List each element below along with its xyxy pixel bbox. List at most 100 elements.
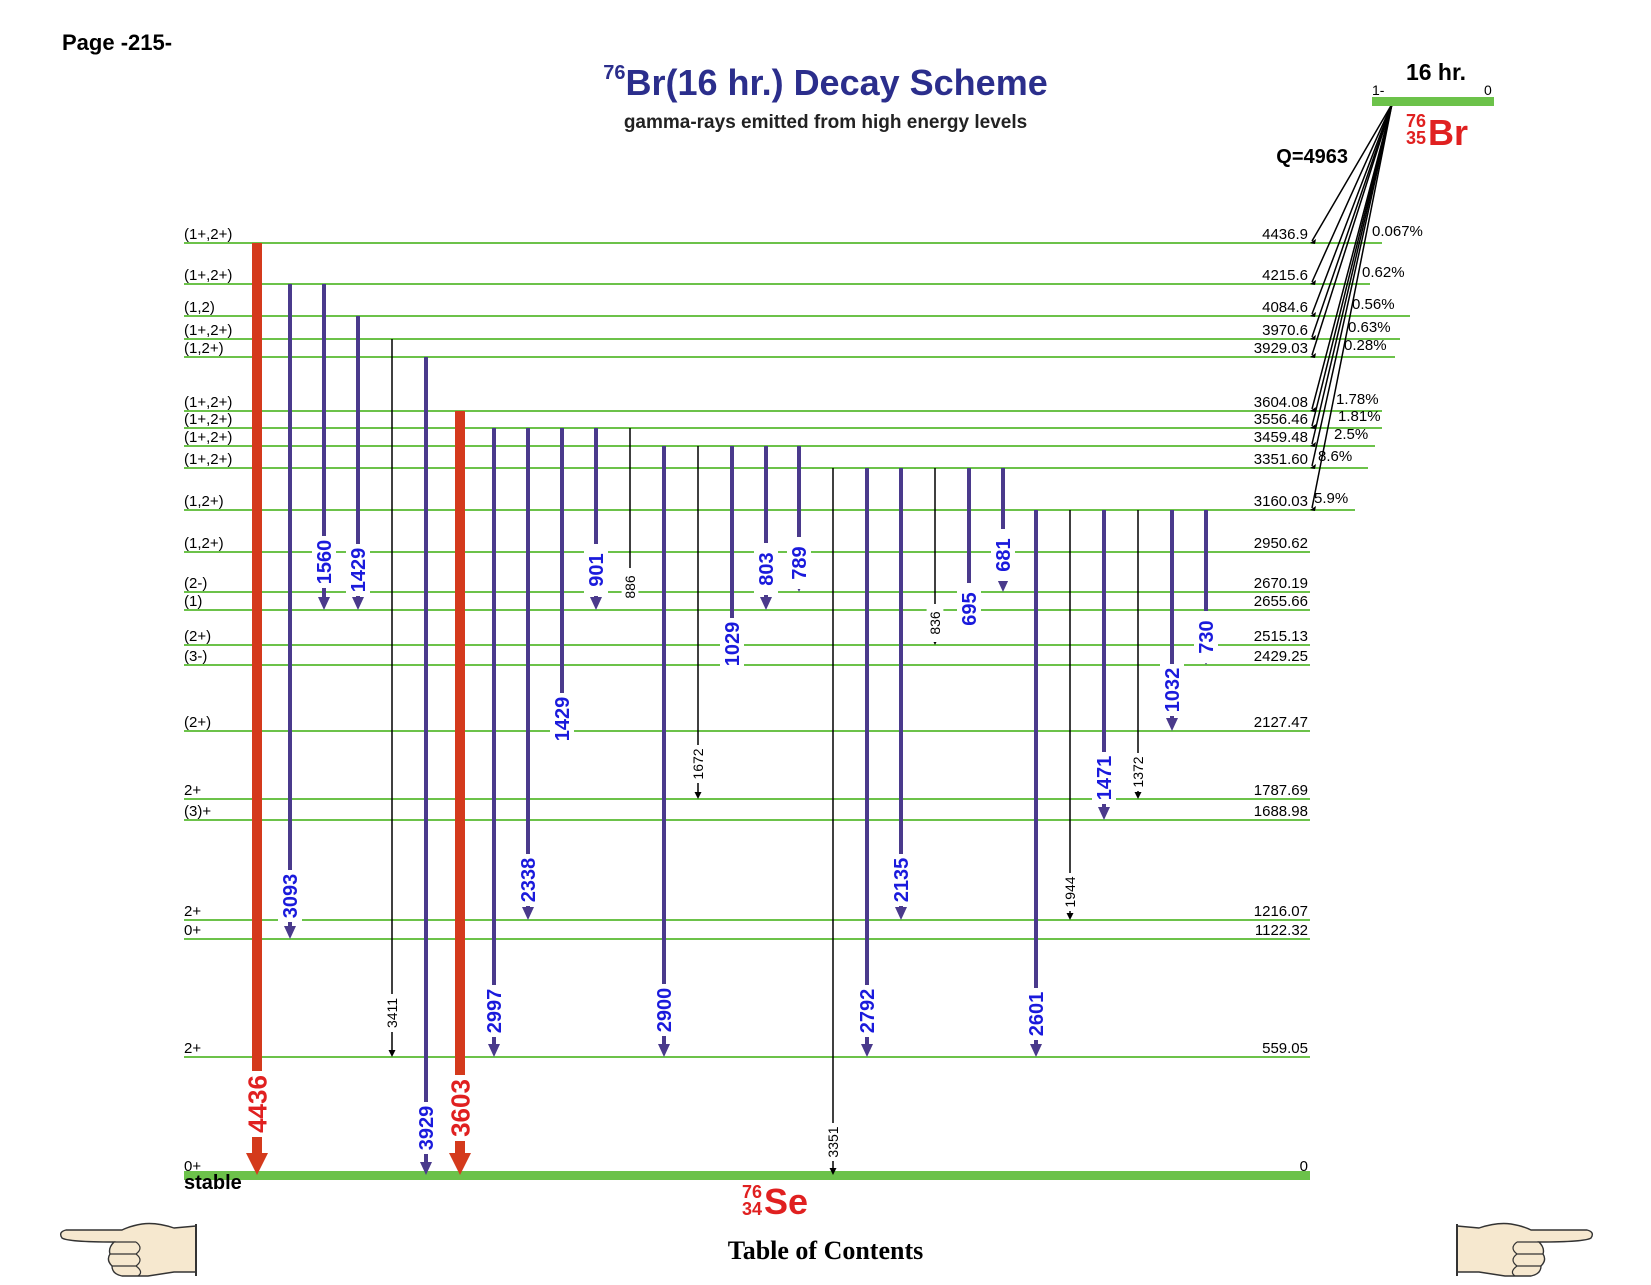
gamma-label-bg	[787, 537, 811, 589]
level-spin: (2+)	[184, 628, 211, 645]
feeding-line	[1311, 103, 1393, 467]
feeding-percent: 0.56%	[1352, 296, 1395, 313]
feeding-line	[1311, 103, 1393, 338]
gamma-energy-label: 1029	[722, 622, 744, 667]
parent-halflife: 16 hr.	[1406, 59, 1466, 85]
gamma-label-bg	[855, 985, 879, 1037]
level-spin: (1+,2+)	[184, 226, 232, 243]
level-energy: 1122.32	[1255, 922, 1308, 939]
gamma-arrowhead	[694, 792, 702, 799]
gamma-label-bg	[1194, 611, 1218, 663]
gamma-label-bg	[1129, 753, 1147, 791]
level-energy: 2429.25	[1254, 648, 1308, 665]
level-spin: 0+	[184, 922, 201, 939]
gamma-label-bg	[516, 854, 540, 906]
feeding-arrow	[1310, 506, 1316, 511]
parent-nucleus: 16 hr. 1- 0 76 35 Br Q=4963	[1276, 59, 1494, 168]
gamma-energy-label: 730	[1196, 620, 1218, 653]
daughter-nucleus: 76 34 Se	[742, 1181, 808, 1222]
table-of-contents-link[interactable]: Table of Contents	[727, 1236, 924, 1265]
gamma-arrowhead	[1066, 913, 1074, 920]
gamma-arrowhead	[1098, 807, 1110, 820]
level-energy: 4215.6	[1262, 267, 1308, 284]
level-energy: 2515.13	[1254, 628, 1308, 645]
gamma-arrowhead	[1166, 718, 1178, 731]
level-energy: 3970.6	[1262, 322, 1308, 339]
gamma-energy-label: 2601	[1026, 992, 1048, 1037]
gamma-label-bg	[652, 984, 676, 1036]
level-spin: (1)	[184, 593, 202, 610]
page-label: Page -215-	[62, 30, 173, 55]
level-energy: 1787.69	[1254, 782, 1308, 799]
gamma-arrowhead	[829, 1168, 837, 1175]
feeding-arrow	[1310, 353, 1316, 358]
gamma-label-bg	[1061, 873, 1079, 911]
level-spin: (1,2+)	[184, 535, 224, 552]
q-value: Q=4963	[1276, 146, 1348, 168]
next-page-button[interactable]	[1452, 1218, 1597, 1285]
gamma-label-bg	[824, 1123, 842, 1161]
parent-atomic-number: 35	[1406, 128, 1426, 148]
energy-levels: (1+,2+) 4436.9 (1+,2+) 4215.6 (1,2) 4084.6 (1+…	[184, 226, 1410, 1180]
feeding-percent: 2.5%	[1334, 426, 1368, 443]
gamma-arrowhead	[522, 907, 534, 920]
gamma-energy-label: 2135	[891, 858, 913, 903]
gamma-label-bg	[621, 568, 639, 606]
gamma-arrowhead	[895, 907, 907, 920]
feeding-percent: 8.6%	[1318, 448, 1352, 465]
feeding-arrow	[1310, 442, 1316, 447]
level-energy: 3556.46	[1254, 411, 1308, 428]
level-energy: 3604.08	[1254, 394, 1308, 411]
gamma-label-bg	[584, 544, 608, 596]
gamma-label-bg	[346, 544, 370, 596]
gamma-energy-label: 2997	[484, 989, 506, 1034]
previous-page-button[interactable]	[56, 1218, 201, 1285]
gamma-energy-label: 1560	[314, 540, 336, 585]
level-energy: 2670.19	[1254, 575, 1308, 592]
gamma-label-bg	[754, 543, 778, 595]
level-energy: 3459.48	[1254, 429, 1308, 446]
gamma-energy-label: 1372	[1130, 756, 1146, 787]
feeding-arrow	[1310, 280, 1316, 285]
gamma-energy-label: 836	[927, 611, 943, 635]
pointing-hand-right-icon	[1456, 1222, 1594, 1277]
level-spin: (1,2)	[184, 299, 215, 316]
feeding-line	[1311, 103, 1393, 283]
feeding-line	[1311, 103, 1393, 315]
gamma-energy-label: 1032	[1162, 668, 1184, 713]
level-energy: 2655.66	[1254, 593, 1308, 610]
ground-level-line	[184, 1171, 1310, 1180]
gamma-label-bg	[957, 583, 981, 635]
feeding-line	[1311, 103, 1393, 509]
diagram-subtitle: gamma-rays emitted from high energy leve…	[623, 112, 1028, 133]
gamma-label-bg	[278, 870, 302, 922]
feeding-arrow	[1310, 335, 1316, 340]
gamma-label-bg	[414, 1102, 438, 1154]
daughter-element-symbol: Se	[764, 1181, 808, 1222]
level-energy: 3160.03	[1254, 493, 1308, 510]
gamma-arrowhead	[284, 926, 296, 939]
gamma-energy-label: 789	[789, 546, 811, 579]
gamma-energy-label: 1471	[1094, 756, 1116, 801]
gamma-energy-label: 1672	[690, 748, 706, 779]
gamma-arrowhead	[388, 1050, 396, 1057]
gamma-label-bg	[1160, 664, 1184, 716]
gamma-arrowhead	[658, 1044, 670, 1057]
gamma-label-bg	[991, 529, 1015, 581]
level-spin: (1+,2+)	[184, 451, 232, 468]
feeding-percent: 0.63%	[1348, 319, 1391, 336]
level-spin: (1+,2+)	[184, 267, 232, 284]
level-energy: 0	[1300, 1158, 1308, 1175]
gamma-label-bg	[689, 745, 707, 783]
gamma-arrowhead	[318, 597, 330, 610]
feeding-arrow	[1310, 407, 1316, 412]
parent-mass-number: 76	[1406, 111, 1426, 131]
level-spin: (2-)	[184, 575, 207, 592]
level-spin: 2+	[184, 1040, 201, 1057]
gamma-energy-label: 1944	[1062, 876, 1078, 907]
gamma-label-bg	[1092, 752, 1116, 804]
gamma-energy-label: 3603	[445, 1079, 475, 1137]
gamma-energy-label: 3929	[416, 1106, 438, 1151]
gamma-energy-label: 803	[756, 552, 778, 585]
